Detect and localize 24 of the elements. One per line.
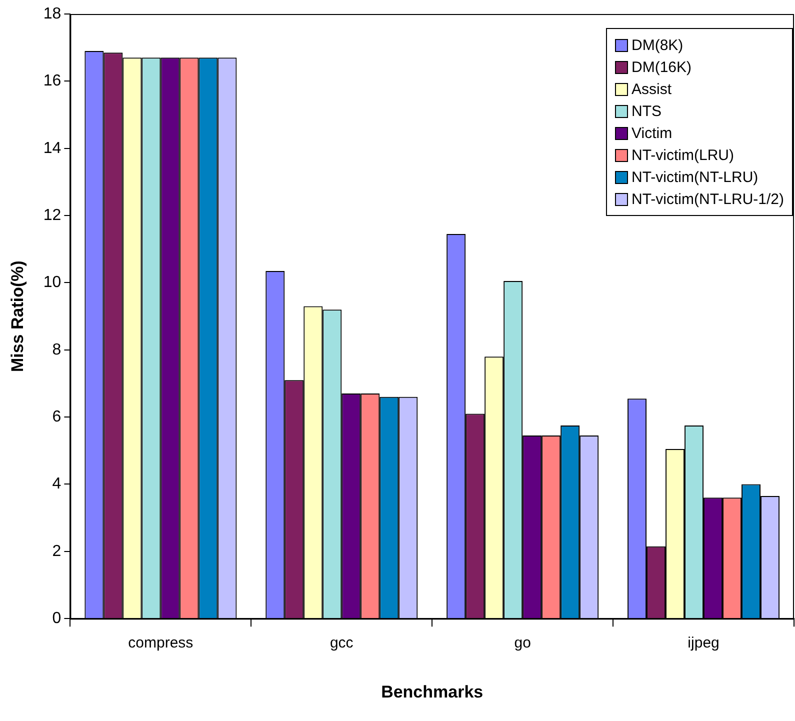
y-tick-label: 18 bbox=[43, 5, 62, 22]
y-tick-label: 0 bbox=[52, 610, 62, 628]
y-tick-label: 6 bbox=[52, 408, 62, 426]
legend-label: DM(16K) bbox=[632, 59, 692, 76]
legend-label: Assist bbox=[632, 81, 672, 98]
y-tick-label: 12 bbox=[43, 206, 62, 224]
y-tick-label: 4 bbox=[52, 476, 62, 493]
x-axis-title: Benchmarks bbox=[381, 682, 484, 702]
x-tick-label: ijpeg bbox=[688, 634, 720, 652]
legend-label: Victim bbox=[632, 125, 672, 142]
legend-label: DM(8K) bbox=[632, 37, 684, 54]
y-tick-label: 2 bbox=[52, 542, 62, 560]
x-tick-label: gcc bbox=[330, 634, 354, 652]
legend-label: NT-victim(NT-LRU) bbox=[632, 169, 758, 186]
y-tick-label: 14 bbox=[43, 140, 62, 157]
y-tick-label: 16 bbox=[43, 72, 62, 90]
legend-label: NT-victim(LRU) bbox=[632, 147, 734, 164]
x-tick-label: go bbox=[514, 634, 531, 652]
legend-label: NTS bbox=[632, 103, 662, 120]
y-tick-label: 8 bbox=[52, 341, 62, 358]
x-tick-label: compress bbox=[128, 634, 194, 652]
y-tick-label: 10 bbox=[43, 274, 62, 292]
legend-label: NT-victim(NT-LRU-1/2) bbox=[632, 191, 784, 208]
y-axis-title: Miss Ratio(%) bbox=[8, 260, 27, 372]
